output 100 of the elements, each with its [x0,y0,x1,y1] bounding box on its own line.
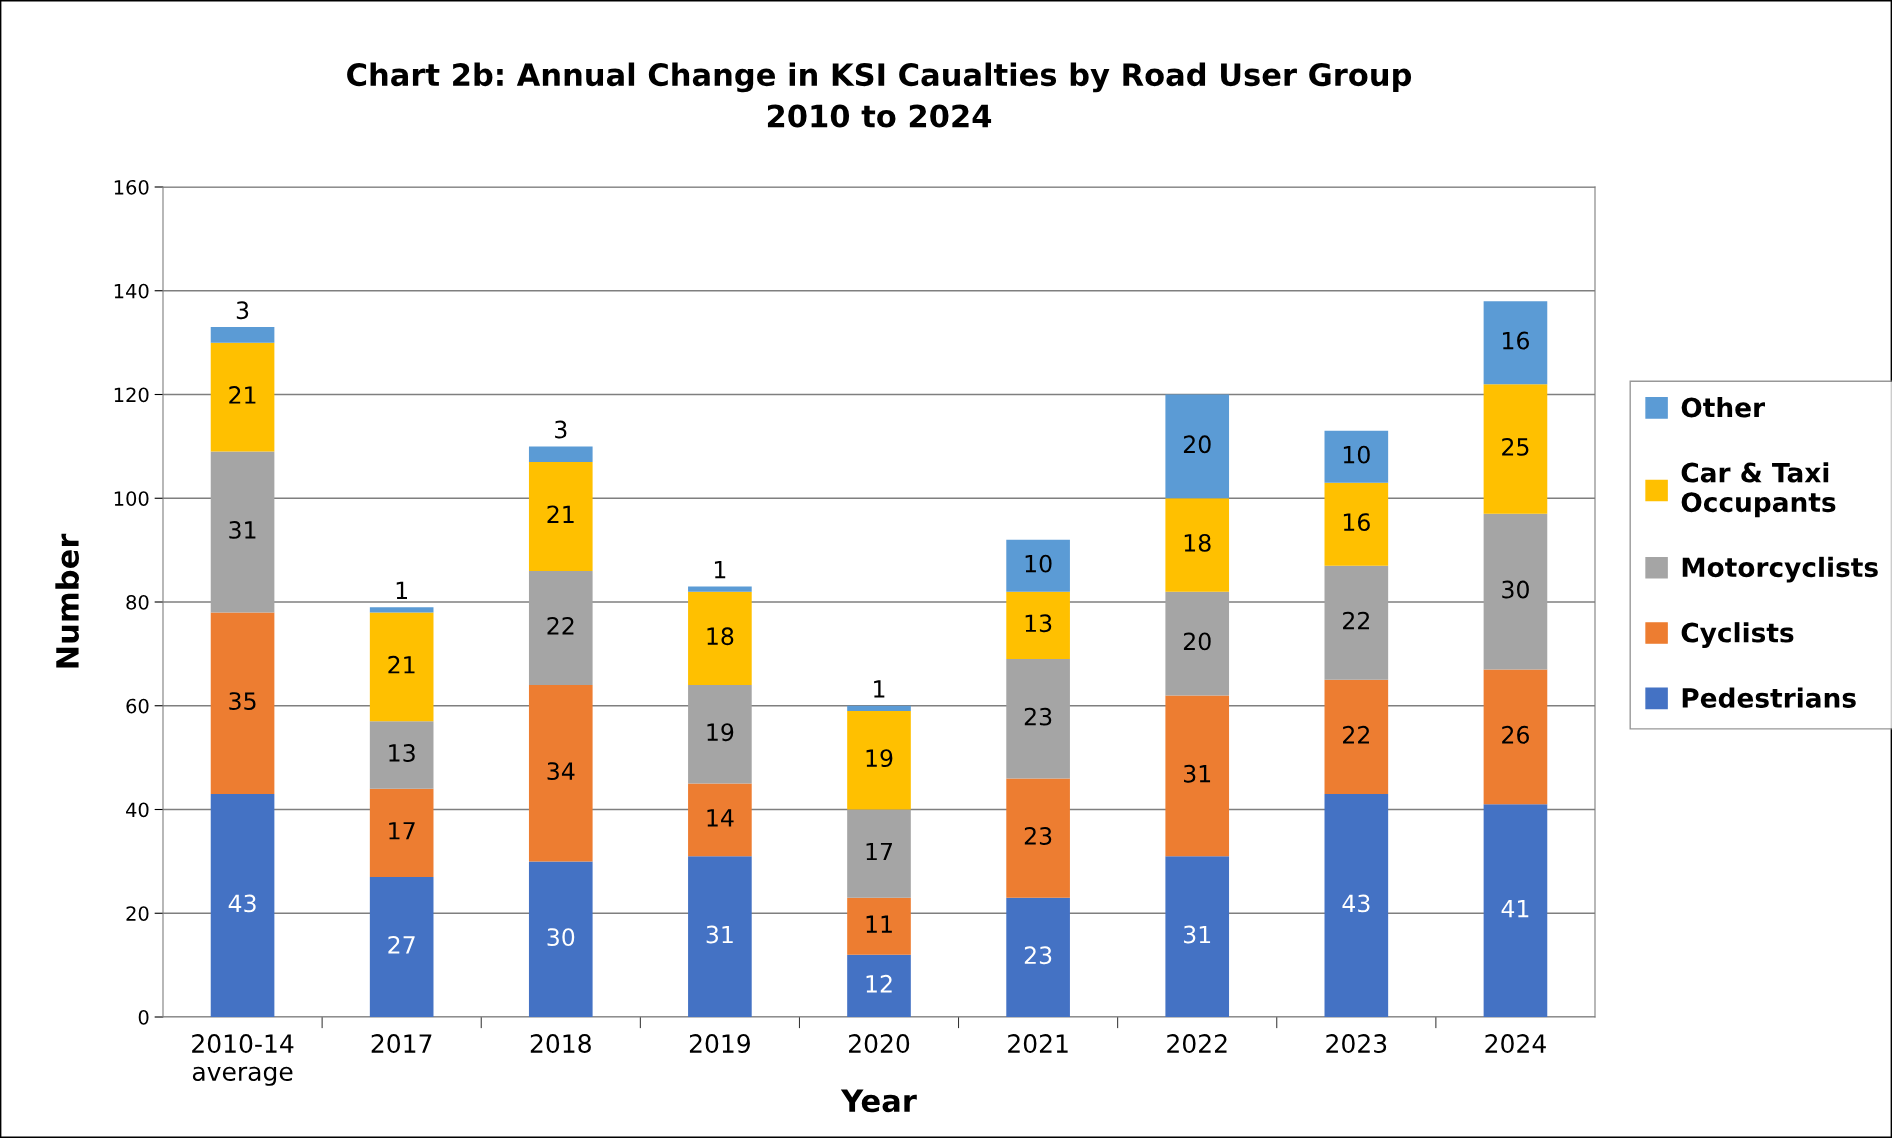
bar [528,570,593,685]
legend-label: Other [1681,397,1765,418]
data-label: 19 [866,749,893,768]
data-label: 26 [1502,725,1529,744]
x-tick-label: 2024 [1485,1034,1546,1054]
bar [210,327,275,343]
data-label: 16 [1343,513,1370,532]
bar [847,705,911,711]
bar [1165,695,1230,857]
data-label: 35 [229,692,256,711]
data-label: 13 [1025,614,1052,633]
legend-label: Motorcyclists [1682,556,1878,583]
bar [1483,301,1548,385]
data-label: 3 [236,301,249,320]
data-label: 41 [1501,899,1529,918]
bar [1165,856,1230,1017]
data-label: 23 [1024,827,1052,845]
bar [1483,513,1548,670]
data-label: 17 [389,822,415,840]
data-label: 31 [229,520,256,539]
y-tick-label: 0 [138,1009,149,1025]
bar [847,897,911,955]
x-tick-label: 2022 [1167,1034,1227,1054]
bar [1324,679,1389,794]
bar [1165,591,1230,696]
bar [847,710,911,810]
bar [1165,394,1230,499]
data-label: 18 [707,627,734,646]
bar [847,809,911,898]
bar [369,607,434,613]
data-label: 13 [389,744,415,762]
data-label: 10 [1343,445,1370,464]
data-label: 18 [1184,533,1211,552]
bar [528,461,593,571]
bar [369,788,434,877]
data-label: 21 [388,655,415,674]
x-tick-label: 2017 [371,1034,432,1054]
bar [688,586,752,592]
data-label: 19 [707,723,734,742]
data-label: 27 [388,935,415,954]
data-label: 21 [547,505,574,523]
data-label: 30 [547,928,575,947]
data-label: 16 [1503,331,1529,350]
bar [369,876,434,1017]
bar [210,451,275,613]
data-label: 43 [1342,894,1370,913]
bar [1324,482,1389,566]
data-label: 3 [555,420,567,439]
bar [1006,897,1070,1017]
y-tick-label: 100 [114,491,149,506]
y-axis-title: Number [55,533,79,668]
bar [369,721,434,789]
legend-label: Car & Taxi Occupants [1681,462,1836,518]
y-tick-label: 60 [126,698,149,714]
x-axis-title: Year [840,1089,917,1113]
data-label: 31 [1184,925,1211,944]
bar [210,342,275,452]
bar [210,612,275,794]
bar [1324,793,1389,1017]
bar [1006,778,1070,898]
bar [1006,659,1070,779]
x-tick-label: 2010-14 average [192,1034,294,1086]
bar [688,591,752,685]
bar [688,685,752,784]
data-label: 30 [1502,580,1529,599]
bar [688,856,752,1017]
data-label: 31 [706,925,733,944]
data-label: 22 [1343,611,1369,630]
bar [528,685,593,862]
bar [1006,591,1070,660]
chart-title: Chart 2b: Annual Change in KSI Caualties by Road User Group 2010 to 2024 [347,62,1412,128]
bar [1324,430,1389,483]
bar [210,793,275,1017]
x-tick-label: 2018 [530,1034,591,1054]
bar [528,861,593,1017]
y-tick-label: 120 [114,387,149,403]
data-label: 10 [1025,554,1052,573]
data-label: 12 [866,974,892,993]
data-label: 20 [1183,632,1211,651]
data-label: 11 [866,915,892,933]
y-tick-label: 40 [126,802,149,818]
data-label: 23 [1024,946,1052,965]
data-label: 43 [228,894,256,913]
bar [1006,539,1070,592]
bar [847,954,911,1017]
data-label: 22 [1343,725,1369,744]
bar [1483,669,1548,805]
x-tick-label: 2020 [849,1034,910,1054]
bar [369,612,434,722]
data-label: 1 [714,560,726,579]
data-label: 21 [229,386,256,404]
data-label: 23 [1024,707,1052,726]
legend-label: Cyclists [1681,622,1794,648]
bar [1483,804,1548,1017]
y-tick-label: 160 [114,179,149,195]
y-tick-label: 20 [126,906,149,921]
legend-label: Pedestrians [1682,687,1856,708]
data-label: 25 [1502,437,1529,456]
data-label: 14 [707,809,734,827]
bar [1483,384,1548,514]
